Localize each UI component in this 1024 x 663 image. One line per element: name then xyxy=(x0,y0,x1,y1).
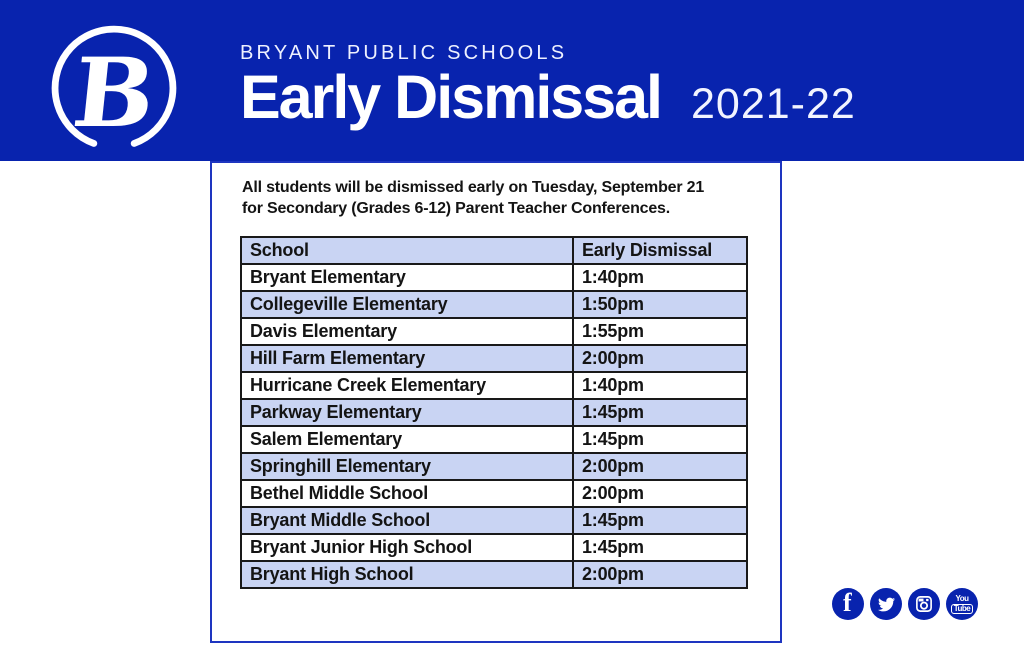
dismissal-time-cell: 1:45pm xyxy=(572,425,748,454)
school-cell: Parkway Elementary xyxy=(240,398,574,427)
dismissal-time-cell: 1:40pm xyxy=(572,371,748,400)
dismissal-time-cell: 2:00pm xyxy=(572,479,748,508)
table-row: Bryant Elementary 1:40pm xyxy=(240,263,748,292)
youtube-label-top: You xyxy=(955,593,969,603)
announcement-text: All students will be dismissed early on … xyxy=(242,178,704,220)
table-row: Bryant Middle School 1:45pm xyxy=(240,506,748,535)
column-header-school: School xyxy=(240,236,574,265)
dismissal-time-cell: 1:40pm xyxy=(572,263,748,292)
dismissal-time-cell: 2:00pm xyxy=(572,452,748,481)
column-header-early-dismissal: Early Dismissal xyxy=(572,236,748,265)
school-cell: Davis Elementary xyxy=(240,317,574,346)
table-row: Collegeville Elementary 1:50pm xyxy=(240,290,748,319)
twitter-bird-glyph xyxy=(877,597,895,611)
table-row: Hill Farm Elementary 2:00pm xyxy=(240,344,748,373)
table-row: Davis Elementary 1:55pm xyxy=(240,317,748,346)
dismissal-time-cell: 2:00pm xyxy=(572,344,748,373)
school-cell: Bryant Elementary xyxy=(240,263,574,292)
social-icons: f You Tube xyxy=(832,588,978,620)
logo-letter: B xyxy=(68,36,160,149)
page-title: Early Dismissal xyxy=(240,63,663,131)
dismissal-time-cell: 1:50pm xyxy=(572,290,748,319)
school-year: 2021-22 xyxy=(691,80,856,128)
school-cell: Springhill Elementary xyxy=(240,452,574,481)
school-cell: Bryant High School xyxy=(240,560,574,589)
table-row: Bryant Junior High School 1:45pm xyxy=(240,533,748,562)
school-cell: Salem Elementary xyxy=(240,425,574,454)
announcement-line-2: for Secondary (Grades 6-12) Parent Teach… xyxy=(242,199,670,217)
district-logo: B xyxy=(51,25,177,149)
title-row: Early Dismissal 2021-22 xyxy=(240,67,856,129)
table-row: Bethel Middle School 2:00pm xyxy=(240,479,748,508)
table-header-row: School Early Dismissal xyxy=(240,236,748,265)
facebook-icon[interactable]: f xyxy=(832,588,864,620)
dismissal-time-cell: 1:45pm xyxy=(572,398,748,427)
announcement-line-1: All students will be dismissed early on … xyxy=(242,179,705,196)
header-banner: B BRYANT PUBLIC SCHOOLS Early Dismissal … xyxy=(0,0,1024,161)
school-cell: Hurricane Creek Elementary xyxy=(240,371,574,400)
school-cell: Collegeville Elementary xyxy=(240,290,574,319)
facebook-f-glyph: f xyxy=(843,588,852,617)
table-row: Salem Elementary 1:45pm xyxy=(240,425,748,454)
youtube-logo-glyph: You Tube xyxy=(950,593,974,614)
logo-ring xyxy=(51,25,177,147)
dismissal-time-cell: 1:55pm xyxy=(572,317,748,346)
district-name: BRYANT PUBLIC SCHOOLS xyxy=(240,42,568,64)
school-cell: Bethel Middle School xyxy=(240,479,574,508)
school-cell: Bryant Junior High School xyxy=(240,533,574,562)
dismissal-time-cell: 1:45pm xyxy=(572,533,748,562)
dismissal-time-cell: 2:00pm xyxy=(572,560,748,589)
instagram-camera-glyph xyxy=(916,596,932,612)
table-row: Bryant High School 2:00pm xyxy=(240,560,748,589)
dismissal-table: School Early Dismissal Bryant Elementary… xyxy=(240,236,748,589)
twitter-icon[interactable] xyxy=(870,588,902,620)
youtube-icon[interactable]: You Tube xyxy=(946,588,978,620)
instagram-icon[interactable] xyxy=(908,588,940,620)
youtube-label-bottom: Tube xyxy=(950,603,974,614)
school-cell: Bryant Middle School xyxy=(240,506,574,535)
dismissal-time-cell: 1:45pm xyxy=(572,506,748,535)
table-row: Hurricane Creek Elementary 1:40pm xyxy=(240,371,748,400)
header-text-block: BRYANT PUBLIC SCHOOLS Early Dismissal 20… xyxy=(240,42,856,129)
announcement-card: All students will be dismissed early on … xyxy=(210,161,782,643)
school-cell: Hill Farm Elementary xyxy=(240,344,574,373)
table-row: Parkway Elementary 1:45pm xyxy=(240,398,748,427)
table-row: Springhill Elementary 2:00pm xyxy=(240,452,748,481)
